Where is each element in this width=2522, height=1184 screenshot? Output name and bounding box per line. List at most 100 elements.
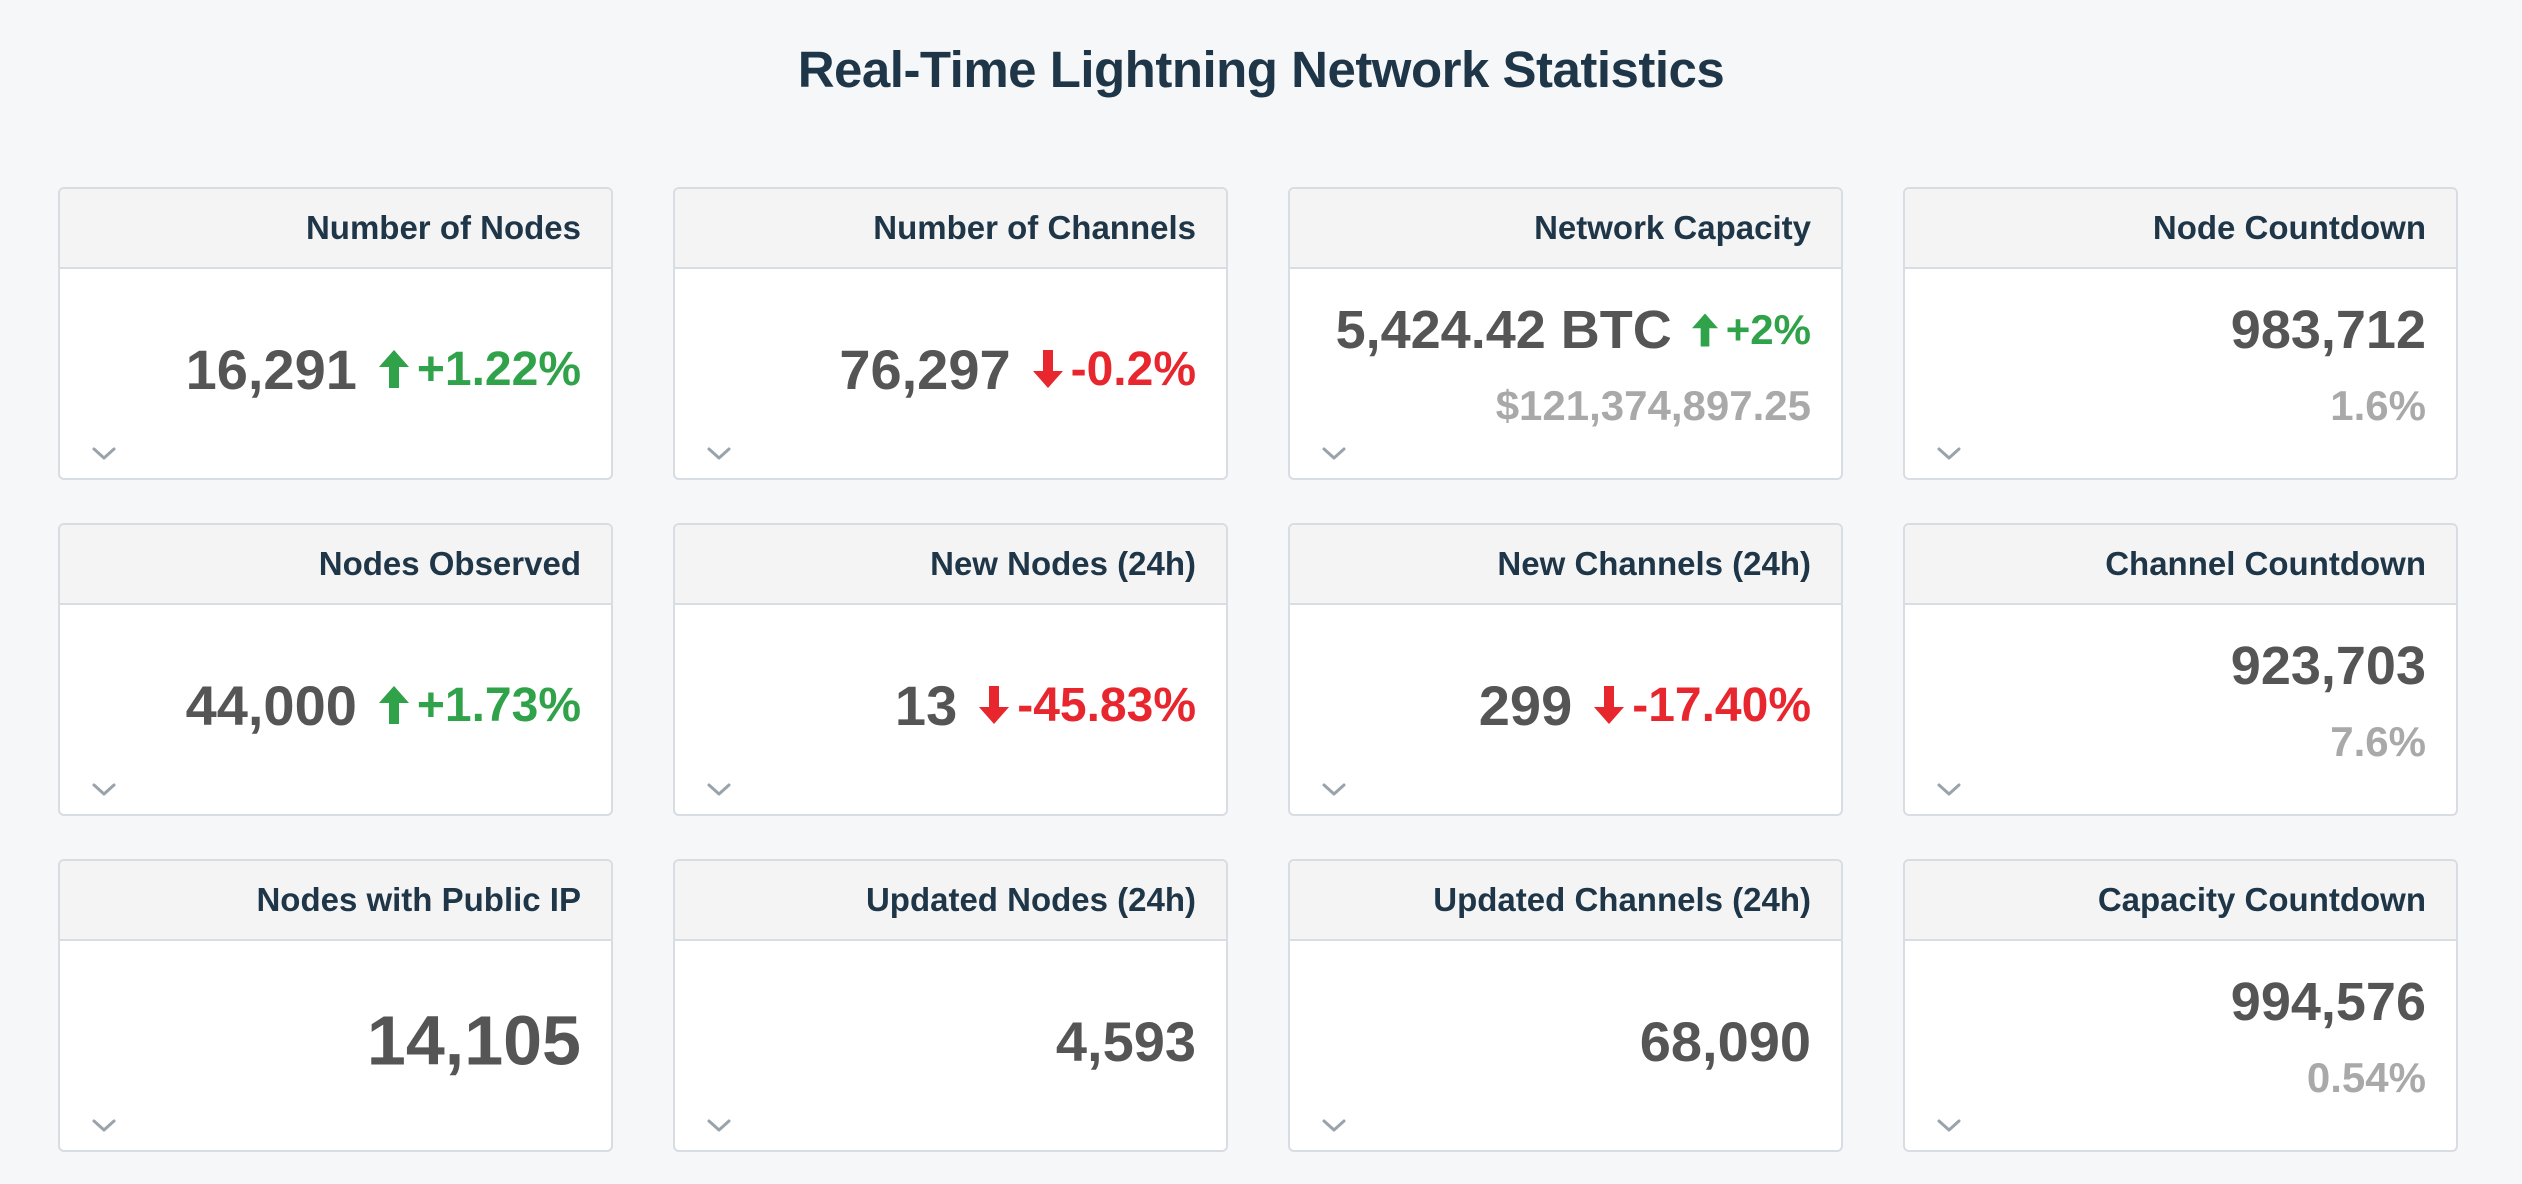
- chevron-down-icon[interactable]: [705, 780, 733, 800]
- stats-grid: Number of Nodes 16,291 +1.22% Number of …: [58, 187, 2458, 1152]
- stat-row: 994,576: [2231, 971, 2426, 1033]
- card-body: 16,291 +1.22%: [60, 269, 611, 478]
- card-body: 983,712 1.6%: [1905, 269, 2456, 478]
- stat-change-value: +2%: [1725, 306, 1811, 353]
- chevron-down-icon[interactable]: [1935, 1116, 1963, 1136]
- stat-row: 16,291 +1.22%: [186, 336, 581, 401]
- stat-row: 44,000 +1.73%: [186, 672, 581, 737]
- stat-value: 994,576: [2230, 972, 2426, 1032]
- card-title: Node Countdown: [2152, 209, 2426, 246]
- card-header: Updated Nodes (24h): [675, 861, 1226, 941]
- card-header: Channel Countdown: [1905, 525, 2456, 605]
- card-body: 44,000 +1.73%: [60, 605, 611, 814]
- stat-value: 16,291: [185, 337, 357, 401]
- card-header: New Channels (24h): [1290, 525, 1841, 605]
- card-body: 68,090: [1290, 941, 1841, 1150]
- stat-value: 983,712: [2230, 300, 2426, 360]
- stat-row: 5,424.42 BTC +2%: [1336, 299, 1811, 361]
- stat-value: 68,090: [1639, 1009, 1811, 1073]
- stat-change-value: -45.83%: [1017, 678, 1196, 732]
- card-title: Capacity Countdown: [2097, 881, 2426, 918]
- chevron-down-icon[interactable]: [1935, 780, 1963, 800]
- page-title: Real-Time Lightning Network Statistics: [797, 41, 1725, 98]
- stat-value: 299: [1478, 673, 1573, 737]
- stat-percent: 0.54%: [2306, 1054, 2426, 1101]
- stat-change-value: +1.22%: [416, 342, 581, 396]
- stat-change-value: -17.40%: [1632, 678, 1811, 732]
- card-nodes-public-ip: Nodes with Public IP 14,105: [58, 859, 613, 1152]
- card-title: Nodes Observed: [318, 545, 581, 582]
- stat-change: -0.2%: [1032, 341, 1196, 396]
- stat-value: 44,000: [185, 673, 357, 737]
- stat-value: 923,703: [2230, 636, 2426, 696]
- card-body: 76,297 -0.2%: [675, 269, 1226, 478]
- stat-value: 4,593: [1055, 1009, 1196, 1073]
- card-title: Number of Channels: [873, 209, 1196, 246]
- card-updated-nodes: Updated Nodes (24h) 4,593: [673, 859, 1228, 1152]
- arrow-down-icon: [1032, 349, 1063, 388]
- card-body: 13 -45.83%: [675, 605, 1226, 814]
- chevron-down-icon[interactable]: [90, 780, 118, 800]
- card-header: Nodes Observed: [60, 525, 611, 605]
- stat-change-value: +1.73%: [416, 678, 581, 732]
- card-header: Capacity Countdown: [1905, 861, 2456, 941]
- chevron-down-icon[interactable]: [705, 1116, 733, 1136]
- stat-row: 68,090: [1640, 1008, 1811, 1073]
- card-body: 299 -17.40%: [1290, 605, 1841, 814]
- card-header: New Nodes (24h): [675, 525, 1226, 605]
- stat-change: +1.73%: [378, 677, 581, 732]
- card-header: Node Countdown: [1905, 189, 2456, 269]
- stat-change: +2%: [1691, 306, 1811, 354]
- arrow-down-icon: [1594, 685, 1625, 724]
- chevron-down-icon[interactable]: [1320, 444, 1348, 464]
- card-header: Nodes with Public IP: [60, 861, 611, 941]
- card-title: Updated Channels (24h): [1433, 881, 1811, 918]
- stat-row: 983,712: [2231, 299, 2426, 361]
- card-header: Network Capacity: [1290, 189, 1841, 269]
- stat-change: -45.83%: [979, 677, 1196, 732]
- chevron-down-icon[interactable]: [1320, 780, 1348, 800]
- card-title: Network Capacity: [1534, 209, 1811, 246]
- stat-change: +1.22%: [378, 341, 581, 396]
- card-new-channels: New Channels (24h) 299 -17.40%: [1288, 523, 1843, 816]
- card-new-nodes: New Nodes (24h) 13 -45.83%: [673, 523, 1228, 816]
- stat-change: -17.40%: [1594, 677, 1811, 732]
- arrow-up-icon: [1691, 313, 1718, 347]
- card-channel-countdown: Channel Countdown 923,703 7.6%: [1903, 523, 2458, 816]
- card-header: Number of Nodes: [60, 189, 611, 269]
- card-header: Updated Channels (24h): [1290, 861, 1841, 941]
- stat-percent: 7.6%: [2330, 718, 2426, 765]
- stat-row: 13 -45.83%: [895, 672, 1196, 737]
- card-title: Updated Nodes (24h): [865, 881, 1196, 918]
- card-body: 923,703 7.6%: [1905, 605, 2456, 814]
- card-title: New Nodes (24h): [930, 545, 1196, 582]
- chevron-down-icon[interactable]: [90, 444, 118, 464]
- card-body: 14,105: [60, 941, 611, 1150]
- card-number-of-nodes: Number of Nodes 16,291 +1.22%: [58, 187, 613, 480]
- chevron-down-icon[interactable]: [90, 1116, 118, 1136]
- arrow-up-icon: [378, 685, 409, 724]
- chevron-down-icon[interactable]: [1935, 444, 1963, 464]
- card-node-countdown: Node Countdown 983,712 1.6%: [1903, 187, 2458, 480]
- stat-usd-value: $121,374,897.25: [1495, 382, 1811, 429]
- stat-value: 13: [894, 673, 958, 737]
- stat-value: 5,424.42 BTC: [1335, 300, 1672, 360]
- stat-value: 14,105: [366, 1000, 581, 1079]
- arrow-down-icon: [979, 685, 1010, 724]
- stat-row: 76,297 -0.2%: [839, 336, 1196, 401]
- chevron-down-icon[interactable]: [705, 444, 733, 464]
- card-title: Nodes with Public IP: [256, 881, 581, 918]
- card-number-of-channels: Number of Channels 76,297 -0.2%: [673, 187, 1228, 480]
- card-title: New Channels (24h): [1497, 545, 1811, 582]
- arrow-up-icon: [378, 349, 409, 388]
- card-nodes-observed: Nodes Observed 44,000 +1.73%: [58, 523, 613, 816]
- stat-value: 76,297: [839, 337, 1011, 401]
- card-capacity-countdown: Capacity Countdown 994,576 0.54%: [1903, 859, 2458, 1152]
- stat-row: 4,593: [1056, 1008, 1196, 1073]
- chevron-down-icon[interactable]: [1320, 1116, 1348, 1136]
- card-body: 4,593: [675, 941, 1226, 1150]
- card-header: Number of Channels: [675, 189, 1226, 269]
- stat-row: 923,703: [2231, 635, 2426, 697]
- card-body: 5,424.42 BTC +2% $121,374,897.25: [1290, 269, 1841, 478]
- card-body: 994,576 0.54%: [1905, 941, 2456, 1150]
